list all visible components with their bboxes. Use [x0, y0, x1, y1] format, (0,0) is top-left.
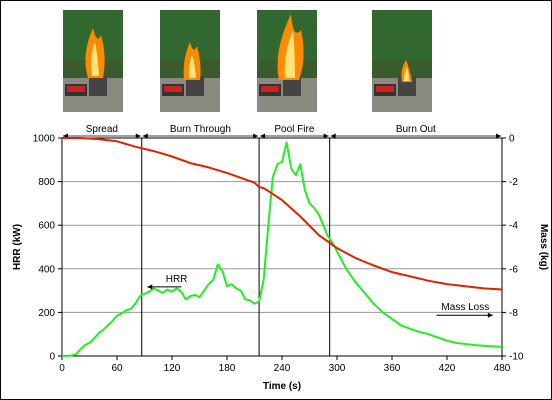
photo-burn-out: [372, 10, 432, 112]
y-right-tick-label: 0: [509, 134, 515, 145]
y-left-tick-label: 800: [38, 177, 55, 188]
y-right-tick-label: -8: [509, 308, 518, 319]
photo-burn-through: [160, 10, 220, 112]
plot-area: [61, 137, 503, 357]
annotation-label: Mass Loss: [441, 302, 489, 313]
annotation-label: HRR: [166, 274, 188, 285]
x-tick-label: 60: [111, 363, 123, 374]
series-line-mass-loss: [62, 137, 503, 291]
y-left-axis-label: HRR (kW): [12, 224, 23, 270]
y-left-tick-label: 1000: [33, 134, 56, 145]
phase-arrow-right: [135, 133, 141, 139]
phase-label: Burn Out: [396, 124, 436, 135]
y-right-tick-label: -4: [509, 221, 518, 232]
annotation-arrow-head: [487, 312, 493, 318]
series-line-hrr: [61, 141, 503, 357]
y-left-tick-label: 400: [38, 264, 55, 275]
phase-arrow-left: [330, 133, 336, 139]
x-tick-label: 420: [439, 363, 456, 374]
photo-spread: [63, 10, 123, 112]
x-tick-label: 480: [494, 363, 511, 374]
y-right-tick-label: -10: [509, 352, 524, 363]
y-left-tick-label: 200: [38, 308, 55, 319]
phase-arrow-right: [253, 133, 259, 139]
y-left-tick-label: 600: [38, 221, 55, 232]
phase-arrow-right: [323, 133, 329, 139]
y-right-tick-label: -6: [509, 264, 518, 275]
x-tick-label: 360: [384, 363, 401, 374]
y-left-tick-label: 0: [49, 352, 55, 363]
y-right-axis-label: Mass (kg): [538, 224, 549, 270]
phase-label: Spread: [86, 124, 118, 135]
annotation-arrow-head: [147, 284, 153, 290]
x-tick-label: 300: [329, 363, 346, 374]
phase-arrow-left: [260, 133, 266, 139]
x-tick-label: 120: [164, 363, 181, 374]
x-tick-label: 0: [59, 363, 65, 374]
x-tick-label: 240: [274, 363, 291, 374]
phase-arrow-left: [142, 133, 148, 139]
phase-label: Burn Through: [170, 124, 231, 135]
x-axis-label: Time (s): [263, 381, 301, 392]
x-tick-label: 180: [219, 363, 236, 374]
photo-pool-fire: [257, 10, 317, 112]
phase-arrow-right: [496, 133, 501, 139]
y-right-tick-label: -2: [509, 177, 518, 188]
phase-label: Pool Fire: [274, 124, 314, 135]
